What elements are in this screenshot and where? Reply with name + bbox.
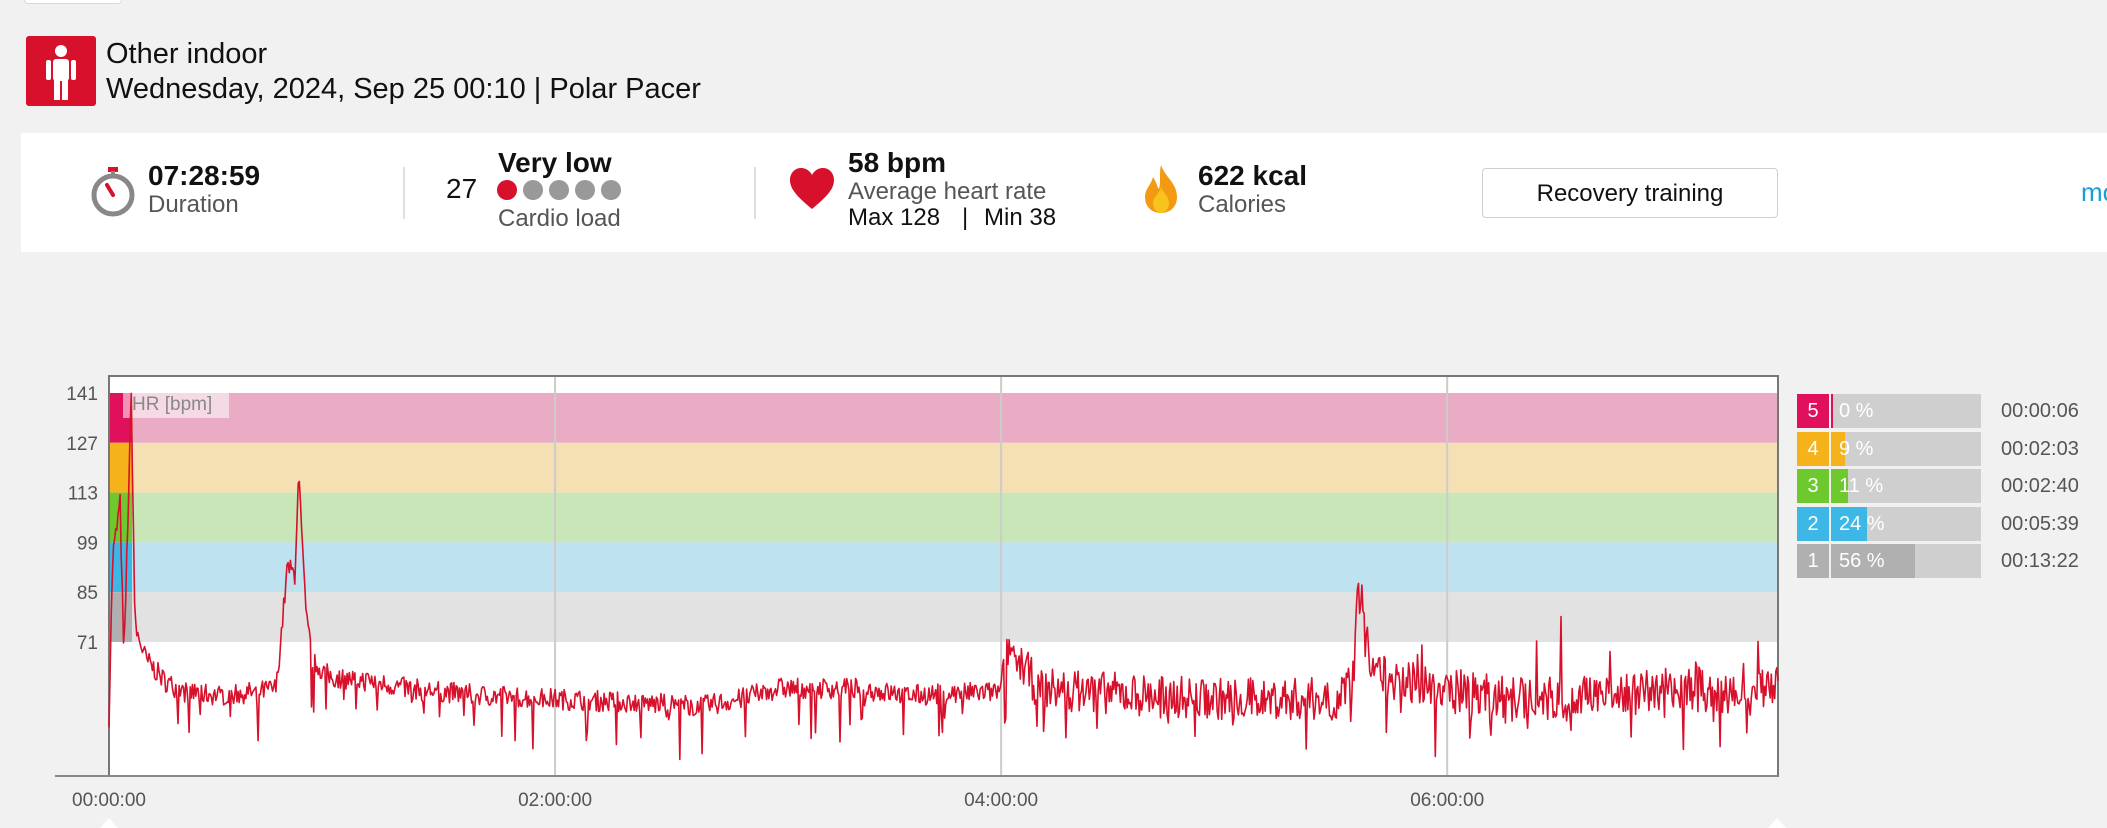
x-tick-label: 04:00:00	[964, 790, 1038, 811]
cardio-load-level: Very low	[498, 147, 612, 178]
range-handle-right[interactable]	[1768, 818, 1786, 828]
zone-band-5	[110, 393, 1777, 443]
summary-panel: 07:28:59 Duration 27 Very low Cardio loa…	[21, 133, 2107, 252]
cardio-load-label: Cardio load	[498, 205, 621, 232]
cardio-load-dots	[497, 180, 621, 200]
zone-band-2	[110, 542, 1777, 593]
zone-bar-fill	[1831, 506, 1867, 541]
zone-number: 4	[1797, 431, 1829, 466]
zone-row-2: 2 24 % 00:05:39	[1797, 506, 2097, 541]
zone-band-3	[110, 492, 1777, 543]
zone-band-4	[110, 442, 1777, 493]
y-tick-label: 113	[68, 484, 98, 505]
zone-bar-fill	[1831, 394, 1833, 428]
hr-axis-label: HR [bpm]	[132, 394, 212, 415]
zone-time: 00:05:39	[2001, 512, 2079, 535]
top-tab[interactable]	[24, 0, 122, 4]
zone-number: 1	[1797, 544, 1829, 578]
zone-band-1	[110, 592, 1777, 642]
zone-row-4: 4 9 % 00:02:03	[1797, 431, 2097, 466]
session-date-device: Wednesday, 2024, Sep 25 00:10 | Polar Pa…	[106, 73, 701, 105]
avg-hr-value: 58 bpm	[848, 147, 947, 178]
stopwatch-icon	[91, 167, 135, 217]
divider	[754, 167, 756, 219]
zone-number: 2	[1797, 506, 1829, 541]
zone-percent: 56 %	[1839, 550, 1885, 572]
zone-bar: 11 %	[1831, 469, 1981, 503]
zone-time: 00:02:03	[2001, 437, 2079, 460]
zone-bar: 24 %	[1831, 506, 1981, 541]
hr-label-box	[123, 388, 229, 418]
sport-title: Other indoor	[106, 38, 268, 70]
range-handle-left[interactable]	[100, 818, 118, 828]
x-tick-label: 02:00:00	[518, 790, 592, 811]
zone-time: 00:00:06	[2001, 400, 2079, 422]
zone-percent: 9 %	[1839, 437, 1874, 460]
hr-min: Min 38	[984, 204, 1057, 231]
zone-row-5: 5 0 % 00:00:06	[1797, 394, 2097, 428]
zone-number: 3	[1797, 469, 1829, 503]
heart-icon	[790, 168, 834, 209]
hr-series-line	[108, 392, 1779, 761]
cardio-load-value: 27	[446, 173, 478, 204]
zone-bar-fill	[1831, 469, 1848, 503]
zone-percent: 24 %	[1839, 512, 1885, 535]
y-tick-label: 71	[77, 633, 98, 654]
divider	[403, 167, 405, 219]
training-benefit-button[interactable]: Recovery training	[1482, 168, 1778, 218]
y-tick-label: 127	[66, 434, 98, 455]
cardio-load-dot	[549, 180, 569, 200]
calories-label: Calories	[1198, 191, 1287, 218]
zone-strip-4	[110, 442, 132, 493]
x-tick-label: 00:00:00	[72, 790, 146, 811]
zone-percent: 0 %	[1839, 400, 1874, 422]
hr-chart[interactable]: 00:00:00 02:00:00 04:00:00 06:00:00 141 127 11…	[0, 360, 1790, 828]
zone-number: 5	[1797, 394, 1829, 428]
duration-label: Duration	[148, 191, 239, 218]
zone-row-3: 3 11 % 00:02:40	[1797, 469, 2097, 503]
zone-bar-fill	[1831, 544, 1915, 578]
flame-icon	[1145, 165, 1177, 213]
zone-time: 00:13:22	[2001, 550, 2079, 572]
zone-bar-fill	[1831, 431, 1845, 466]
cardio-load-dot	[575, 180, 595, 200]
cardio-load-dot	[601, 180, 621, 200]
zone-strip-1	[110, 592, 132, 642]
duration-value: 07:28:59	[148, 160, 261, 191]
zone-bar: 9 %	[1831, 431, 1981, 466]
calories-value: 622 kcal	[1198, 160, 1307, 191]
more-link[interactable]: mo	[2081, 177, 2107, 207]
zone-row-1: 1 56 % 00:13:22	[1797, 544, 2097, 578]
person-icon	[26, 36, 96, 106]
zone-bar: 56 %	[1831, 544, 1981, 578]
zone-time: 00:02:40	[2001, 475, 2079, 497]
y-tick-label: 99	[77, 533, 98, 554]
y-tick-label: 141	[66, 384, 98, 405]
x-tick-label: 06:00:00	[1410, 790, 1484, 811]
avg-hr-label: Average heart rate	[848, 178, 1047, 205]
zone-bar: 0 %	[1831, 394, 1981, 428]
hr-separator: |	[962, 204, 969, 231]
zone-percent: 11 %	[1839, 475, 1884, 497]
cardio-load-dot	[523, 180, 543, 200]
hr-max: Max 128	[848, 204, 941, 231]
y-tick-label: 85	[77, 583, 98, 604]
cardio-load-dot	[497, 180, 517, 200]
